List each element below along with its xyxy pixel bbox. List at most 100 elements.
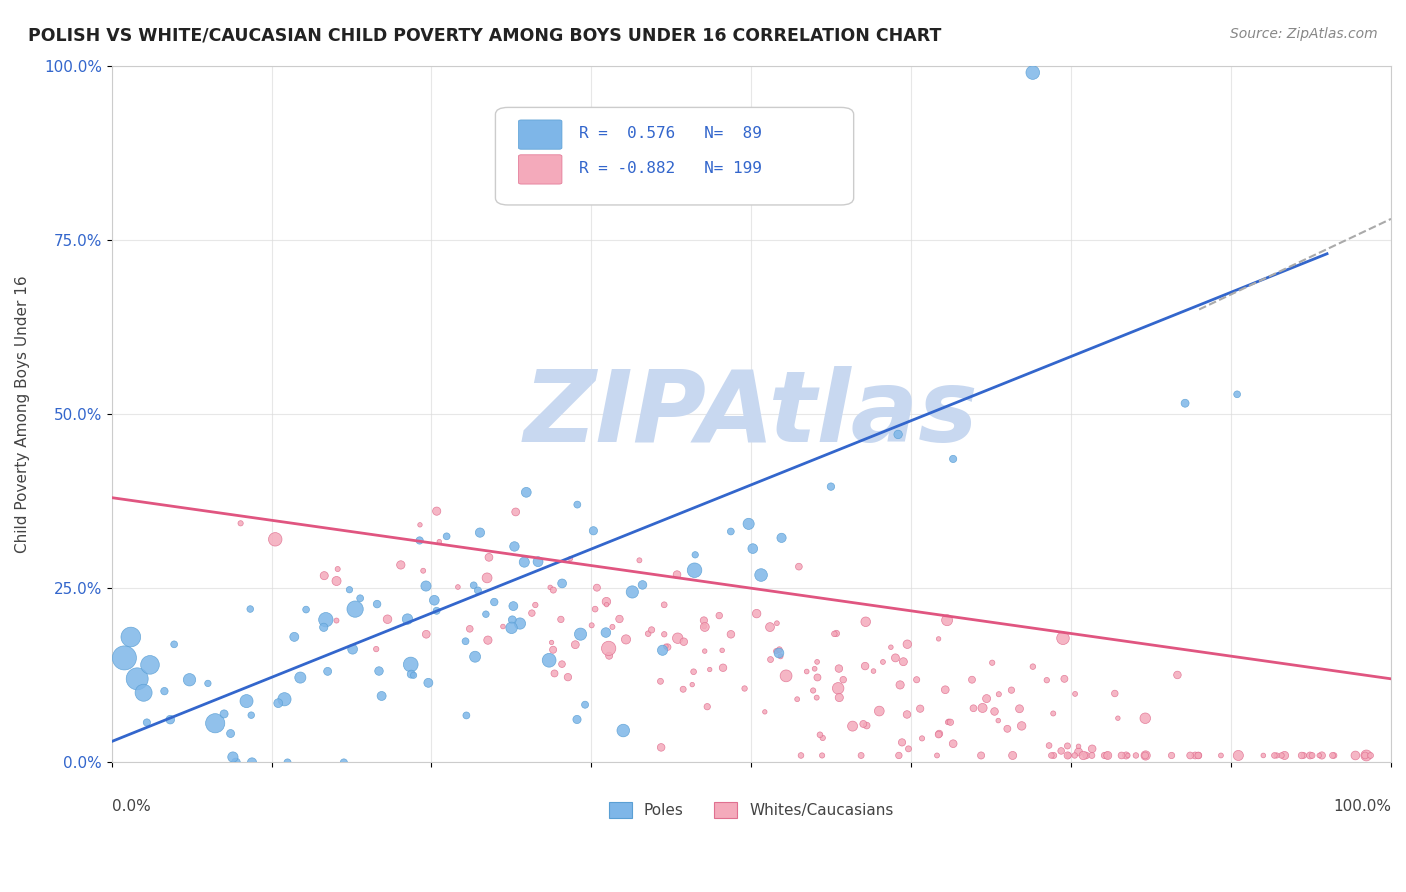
Point [475, 607, 498, 622]
Point [828, 690, 851, 705]
Point [602, 620, 624, 634]
Point [1040, 748, 1063, 763]
Point [492, 619, 515, 633]
Point [1355, 748, 1378, 763]
Point [828, 662, 851, 676]
Text: POLISH VS WHITE/CAUCASIAN CHILD POVERTY AMONG BOYS UNDER 16 CORRELATION CHART: POLISH VS WHITE/CAUCASIAN CHILD POVERTY … [28, 27, 942, 45]
Point [290, 671, 312, 685]
Point [197, 676, 219, 690]
Text: R = -0.882   N= 199: R = -0.882 N= 199 [579, 161, 762, 177]
Point [312, 620, 335, 634]
Point [235, 694, 257, 708]
Point [1081, 748, 1104, 763]
Text: 100.0%: 100.0% [1333, 799, 1391, 814]
Point [598, 648, 620, 663]
Point [501, 613, 523, 627]
Point [720, 627, 742, 641]
Point [1042, 706, 1064, 721]
Point [1042, 748, 1064, 763]
Point [796, 665, 818, 679]
Point [501, 621, 523, 635]
Point [551, 657, 574, 672]
Point [651, 643, 673, 657]
Point [163, 637, 186, 651]
Point [934, 682, 956, 697]
Point [827, 681, 849, 696]
Point [273, 692, 295, 706]
Point [595, 625, 617, 640]
Point [939, 715, 962, 730]
Point [1064, 687, 1087, 701]
Point [1104, 686, 1126, 700]
Point [427, 534, 450, 549]
Point [339, 582, 361, 597]
Point [806, 690, 828, 705]
Point [614, 632, 637, 647]
Point [1226, 387, 1249, 401]
Point [1270, 748, 1292, 763]
Point [853, 659, 876, 673]
Point [402, 668, 425, 682]
Point [683, 563, 706, 577]
Point [806, 655, 828, 669]
Point [1094, 748, 1116, 763]
Point [1178, 748, 1201, 763]
Point [295, 602, 318, 616]
Point [515, 485, 537, 500]
Point [396, 612, 419, 626]
Point [276, 756, 298, 770]
Point [399, 667, 422, 681]
Point [1050, 744, 1073, 758]
Point [315, 613, 337, 627]
Point [1067, 745, 1090, 759]
Point [1125, 748, 1147, 763]
Point [1160, 748, 1182, 763]
Point [222, 750, 245, 764]
Point [550, 612, 572, 626]
Point [775, 669, 797, 683]
Point [609, 612, 631, 626]
Point [325, 574, 347, 588]
Point [225, 756, 247, 770]
Point [925, 748, 948, 763]
Point [709, 608, 731, 623]
Point [316, 665, 339, 679]
Point [1135, 748, 1157, 763]
Point [1174, 396, 1197, 410]
Point [1253, 748, 1275, 763]
Point [928, 728, 950, 742]
Point [135, 715, 157, 730]
Point [326, 562, 349, 576]
Point [132, 686, 155, 700]
Point [682, 665, 704, 679]
Point [759, 652, 782, 666]
Point [896, 637, 918, 651]
Point [484, 595, 506, 609]
Point [418, 675, 440, 690]
Point [711, 643, 734, 657]
Point [832, 673, 855, 687]
Point [543, 583, 565, 598]
Point [344, 602, 367, 616]
Point [582, 524, 605, 538]
Point [567, 498, 589, 512]
Point [766, 616, 789, 631]
Point [983, 705, 1005, 719]
Point [987, 714, 1010, 728]
Point [1187, 748, 1209, 763]
Point [475, 571, 498, 585]
FancyBboxPatch shape [519, 155, 562, 184]
Point [412, 564, 434, 578]
Point [565, 713, 588, 727]
Point [696, 699, 718, 714]
Point [976, 691, 998, 706]
Point [366, 642, 388, 657]
Point [1184, 748, 1206, 763]
Point [229, 516, 252, 531]
Point [1187, 748, 1209, 763]
Point [823, 627, 845, 641]
Point [666, 631, 689, 645]
Point [1097, 748, 1119, 763]
Point [884, 651, 907, 665]
Point [415, 627, 437, 641]
